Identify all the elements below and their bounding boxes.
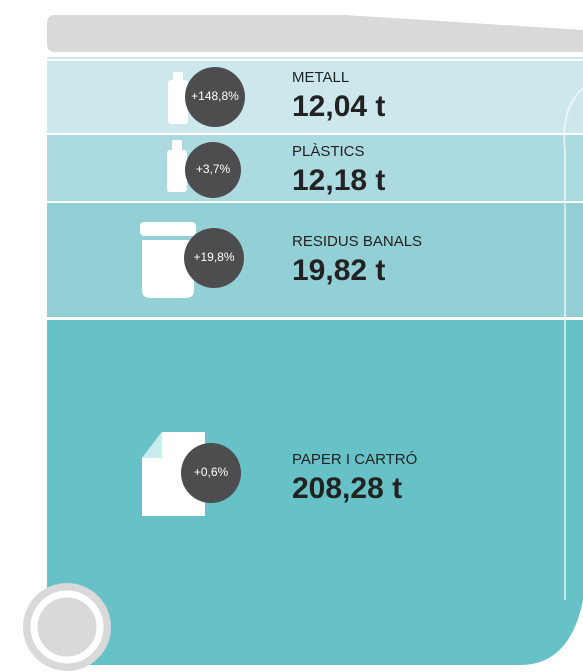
item-change: +3,7% xyxy=(196,162,231,176)
item-change: +19,8% xyxy=(193,250,234,264)
item-amount: 12,18 t xyxy=(292,164,385,197)
band-residus xyxy=(47,203,583,317)
body-curve xyxy=(563,87,583,600)
lid xyxy=(47,15,583,52)
item-label: RESIDUS BANALS xyxy=(292,233,422,250)
item-label: PAPER I CARTRÓ xyxy=(292,451,417,468)
band-plastics xyxy=(47,135,583,201)
item-amount: 12,04 t xyxy=(292,90,385,123)
band-metall xyxy=(47,61,583,133)
paper-fold xyxy=(142,432,162,458)
item-label: METALL xyxy=(292,69,349,86)
band-paper xyxy=(47,320,583,665)
wheel-ring xyxy=(30,590,104,664)
item-change: +0,6% xyxy=(194,465,229,479)
item-amount: 208,28 t xyxy=(292,472,402,505)
item-change: +148,8% xyxy=(191,89,239,103)
item-amount: 19,82 t xyxy=(292,254,385,287)
item-label: PLÀSTICS xyxy=(292,143,365,160)
badges xyxy=(181,67,245,503)
